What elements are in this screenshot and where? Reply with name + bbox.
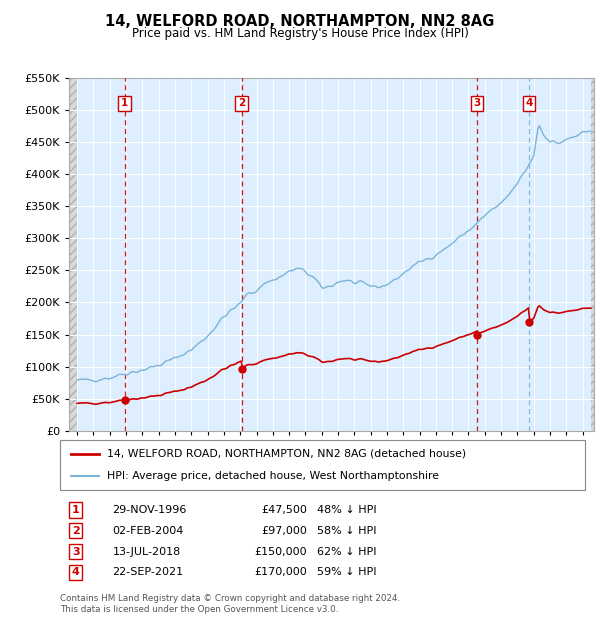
Text: 59% ↓ HPI: 59% ↓ HPI [317, 567, 377, 577]
Text: 3: 3 [72, 547, 80, 557]
Text: 1: 1 [121, 98, 128, 108]
Text: Price paid vs. HM Land Registry's House Price Index (HPI): Price paid vs. HM Land Registry's House … [131, 27, 469, 40]
Text: £47,500: £47,500 [261, 505, 307, 515]
Text: £97,000: £97,000 [261, 526, 307, 536]
Text: 14, WELFORD ROAD, NORTHAMPTON, NN2 8AG: 14, WELFORD ROAD, NORTHAMPTON, NN2 8AG [106, 14, 494, 29]
Text: 58% ↓ HPI: 58% ↓ HPI [317, 526, 377, 536]
Text: 4: 4 [72, 567, 80, 577]
Bar [591, 78, 594, 431]
Text: 62% ↓ HPI: 62% ↓ HPI [317, 547, 377, 557]
FancyBboxPatch shape [60, 440, 585, 490]
Text: 2: 2 [238, 98, 245, 108]
Text: 4: 4 [526, 98, 533, 108]
Text: £150,000: £150,000 [254, 547, 307, 557]
Bar [69, 78, 77, 431]
Text: 13-JUL-2018: 13-JUL-2018 [113, 547, 181, 557]
Text: 3: 3 [473, 98, 481, 108]
Text: Contains HM Land Registry data © Crown copyright and database right 2024.
This d: Contains HM Land Registry data © Crown c… [60, 595, 400, 614]
Text: £170,000: £170,000 [254, 567, 307, 577]
Text: 29-NOV-1996: 29-NOV-1996 [113, 505, 187, 515]
Text: 1: 1 [72, 505, 80, 515]
Text: 48% ↓ HPI: 48% ↓ HPI [317, 505, 377, 515]
Text: 22-SEP-2021: 22-SEP-2021 [113, 567, 184, 577]
Text: 02-FEB-2004: 02-FEB-2004 [113, 526, 184, 536]
Text: HPI: Average price, detached house, West Northamptonshire: HPI: Average price, detached house, West… [107, 471, 439, 481]
Text: 2: 2 [72, 526, 80, 536]
Text: 14, WELFORD ROAD, NORTHAMPTON, NN2 8AG (detached house): 14, WELFORD ROAD, NORTHAMPTON, NN2 8AG (… [107, 449, 466, 459]
